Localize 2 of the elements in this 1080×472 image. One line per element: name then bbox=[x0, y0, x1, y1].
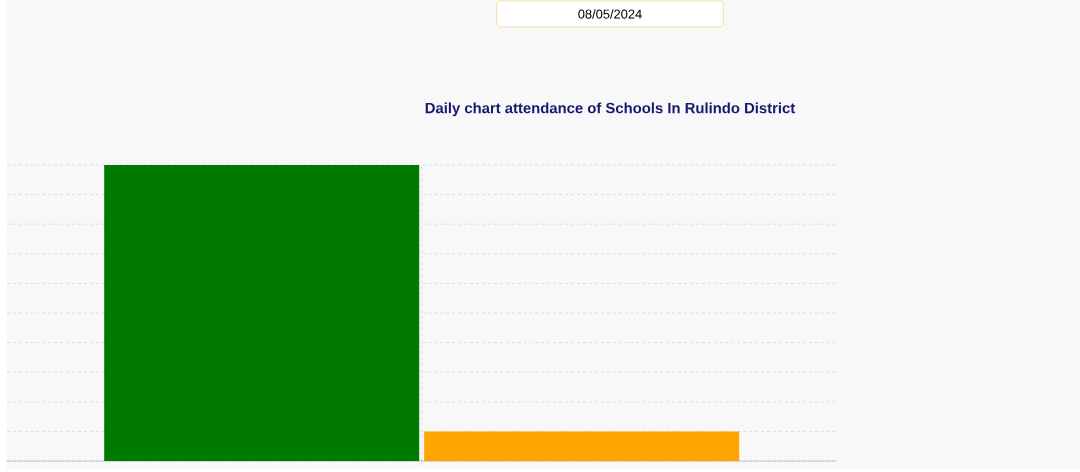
text: 08/05/2024 bbox=[578, 9, 642, 19]
chart-title: Daily chart attendance of Schools In Rulindo District bbox=[425, 102, 796, 117]
